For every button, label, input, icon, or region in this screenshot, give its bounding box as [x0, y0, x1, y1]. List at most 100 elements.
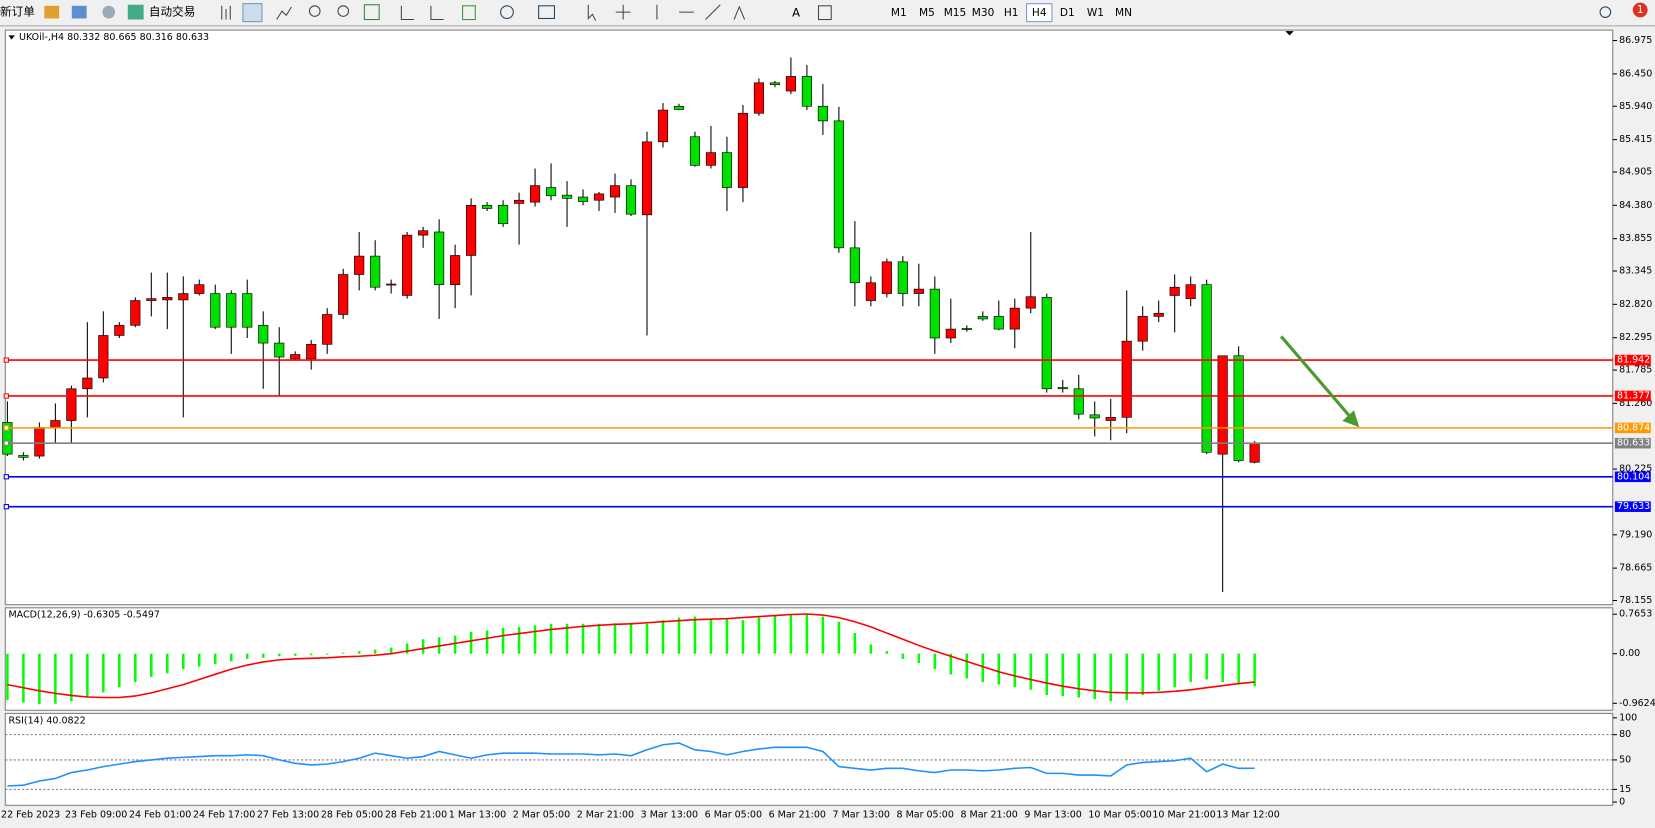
- icon[interactable]: [462, 5, 476, 21]
- macd-bar: [357, 651, 361, 654]
- candle-body: [1121, 340, 1132, 418]
- candle-body: [1009, 307, 1020, 330]
- icon[interactable]: [276, 6, 292, 20]
- x-tick-label: 2 Mar 05:00: [513, 809, 570, 820]
- macd-bar: [549, 623, 553, 654]
- new-order-button[interactable]: 新订单: [0, 5, 35, 19]
- macd-bar: [166, 653, 169, 674]
- macd-bar: [1093, 653, 1096, 700]
- icon[interactable]: [44, 5, 60, 19]
- candle-body: [705, 152, 717, 166]
- candle-body: [98, 335, 109, 379]
- macd-bar: [309, 653, 313, 656]
- icon[interactable]: [102, 5, 116, 19]
- candle-body: [34, 427, 45, 457]
- macd-bar: [405, 643, 409, 654]
- icon[interactable]: [817, 5, 832, 21]
- candle-body: [114, 324, 125, 336]
- candle-body: [849, 247, 860, 284]
- y-tick-label: 83.345: [1619, 266, 1652, 277]
- active-timeframe: [1026, 3, 1053, 23]
- timeframe-button[interactable]: M1: [891, 7, 907, 19]
- x-tick-label: 10 Mar 21:00: [1152, 809, 1215, 820]
- candle-body: [737, 112, 749, 188]
- icon[interactable]: [587, 4, 746, 21]
- search-icon[interactable]: [1599, 6, 1612, 18]
- macd-bar: [485, 630, 489, 654]
- candle-body: [865, 282, 876, 301]
- candle-body: [274, 342, 285, 358]
- candle-body: [753, 82, 765, 114]
- candle-body: [1217, 355, 1228, 455]
- candle-body: [1025, 296, 1036, 309]
- timeframe-button[interactable]: H4: [1032, 7, 1047, 19]
- level-label-bg: [1614, 437, 1651, 449]
- macd-bar: [1205, 653, 1208, 680]
- candle-body: [689, 136, 701, 166]
- x-tick-label: 10 Mar 05:00: [1088, 809, 1151, 820]
- auto-trading-button[interactable]: 自动交易: [149, 5, 195, 19]
- notification-badge[interactable]: [1632, 2, 1648, 18]
- macd-panel: [4, 607, 1614, 711]
- icon[interactable]: [71, 5, 87, 19]
- level-label: 79.633: [1617, 501, 1650, 512]
- macd-bar: [1237, 653, 1240, 685]
- level-label: 81.377: [1617, 390, 1650, 401]
- macd-bar: [741, 620, 745, 654]
- macd-bar: [965, 653, 969, 679]
- macd-bar: [837, 621, 841, 654]
- macd-bar: [757, 617, 761, 654]
- y-tick-label: 78.155: [1619, 595, 1652, 606]
- macd-bar: [1061, 653, 1065, 696]
- x-tick-label: 1 Mar 13:00: [449, 809, 506, 820]
- level-handle: [3, 425, 9, 431]
- timeframe-button[interactable]: H1: [1004, 7, 1019, 19]
- rsi-label: RSI(14) 40.0822: [8, 715, 85, 726]
- candle-body: [370, 255, 381, 288]
- icon[interactable]: [500, 5, 514, 19]
- arrow-annotation: [1279, 335, 1354, 420]
- candle-body: [242, 293, 253, 328]
- icon[interactable]: [221, 5, 231, 20]
- candle-body: [194, 284, 205, 294]
- candle-body: [1041, 297, 1052, 390]
- level-label-bg: [1614, 471, 1651, 483]
- candle-body: [290, 354, 301, 360]
- macd-bar: [70, 653, 73, 702]
- icon[interactable]: [337, 5, 350, 17]
- y-tick-label: 78.665: [1619, 563, 1652, 574]
- macd-bar: [725, 618, 729, 654]
- icon[interactable]: [400, 5, 444, 21]
- candle-body: [514, 199, 525, 204]
- macd-bar: [885, 651, 889, 654]
- macd-bar: [1189, 653, 1192, 683]
- candle-body: [577, 196, 589, 202]
- macd-bar: [229, 653, 233, 662]
- text-tool[interactable]: A: [792, 6, 800, 20]
- level-label-bg: [1614, 354, 1651, 366]
- y-tick-label: 15: [1619, 784, 1631, 795]
- macd-bar: [869, 644, 873, 654]
- timeframe-button[interactable]: MN: [1115, 7, 1132, 19]
- candle-body: [897, 261, 908, 294]
- candle-body: [1153, 312, 1164, 317]
- macd-bar: [1109, 653, 1112, 702]
- timeframe-button[interactable]: D1: [1060, 7, 1075, 19]
- icon[interactable]: [538, 5, 556, 19]
- candle-body: [178, 293, 189, 301]
- macd-bar: [709, 618, 713, 654]
- timeframe-button[interactable]: W1: [1087, 7, 1104, 19]
- candle-body: [434, 231, 445, 285]
- x-tick-label: 8 Mar 21:00: [960, 809, 1017, 820]
- x-tick-label: 23 Feb 09:00: [65, 809, 127, 820]
- icon[interactable]: [363, 4, 380, 21]
- timeframe-button[interactable]: M30: [972, 7, 995, 19]
- icon[interactable]: [308, 5, 321, 17]
- x-tick-label: 6 Mar 05:00: [705, 809, 762, 820]
- icon[interactable]: [242, 3, 263, 23]
- timeframe-button[interactable]: M15: [944, 7, 967, 19]
- macd-bar: [421, 639, 425, 654]
- timeframe-button[interactable]: M5: [919, 7, 935, 19]
- y-tick-label: 85.940: [1619, 101, 1652, 112]
- auto-trading-icon[interactable]: [127, 4, 144, 20]
